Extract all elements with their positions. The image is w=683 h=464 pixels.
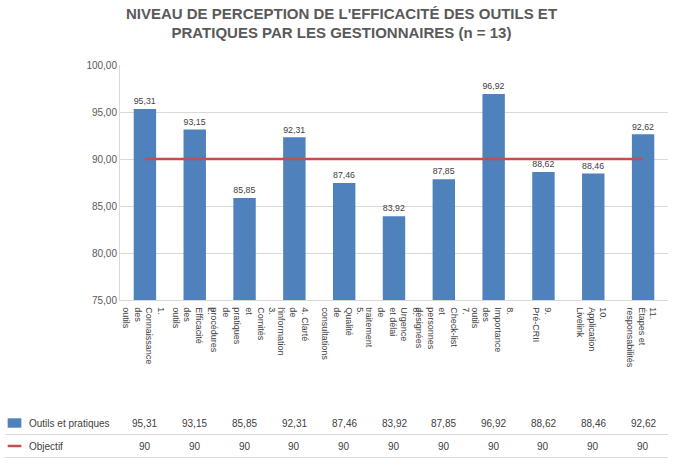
svg-text:5.Qualitédeconsultations: 5.Qualitédeconsultations — [320, 307, 365, 360]
svg-text:90: 90 — [438, 441, 450, 452]
svg-text:8.Importancedesoutils: 8.Importancedesoutils — [470, 307, 515, 352]
svg-text:Outils et pratiques: Outils et pratiques — [29, 418, 110, 429]
svg-text:87,46: 87,46 — [332, 418, 357, 429]
svg-text:7.Check-listetpersonnesdésigné: 7.Check-listetpersonnesdésignées — [414, 307, 471, 350]
svg-text:92,31: 92,31 — [283, 125, 305, 135]
svg-text:88,62: 88,62 — [532, 159, 554, 169]
svg-text:96,92: 96,92 — [482, 81, 504, 91]
svg-text:85,00: 85,00 — [92, 201, 117, 212]
svg-text:93,15: 93,15 — [182, 418, 207, 429]
svg-text:85,85: 85,85 — [232, 418, 257, 429]
svg-text:92,62: 92,62 — [631, 418, 656, 429]
svg-text:88,46: 88,46 — [582, 161, 604, 171]
svg-text:95,31: 95,31 — [132, 418, 157, 429]
svg-text:95,31: 95,31 — [134, 96, 156, 106]
svg-text:75,00: 75,00 — [92, 295, 117, 306]
svg-text:100,00: 100,00 — [86, 60, 117, 71]
svg-text:92,62: 92,62 — [632, 122, 654, 132]
svg-text:NIVEAU DE PERCEPTION DE L'EFFI: NIVEAU DE PERCEPTION DE L'EFFICACITÉ DES… — [126, 5, 557, 42]
svg-text:87,85: 87,85 — [433, 166, 455, 176]
svg-text:90: 90 — [587, 441, 599, 452]
svg-text:90: 90 — [288, 441, 300, 452]
svg-text:88,46: 88,46 — [581, 418, 606, 429]
svg-text:9.Pré-CRII: 9.Pré-CRII — [531, 307, 553, 342]
svg-text:90: 90 — [139, 441, 151, 452]
svg-text:95,00: 95,00 — [92, 107, 117, 118]
svg-text:87,46: 87,46 — [333, 170, 355, 180]
svg-text:80,00: 80,00 — [92, 248, 117, 259]
svg-text:90: 90 — [338, 441, 350, 452]
svg-text:83,92: 83,92 — [382, 418, 407, 429]
svg-text:1.Connaissancedesoutils: 1.Connaissancedesoutils — [121, 307, 166, 364]
svg-text:90: 90 — [189, 441, 201, 452]
svg-text:88,62: 88,62 — [531, 418, 556, 429]
svg-text:92,31: 92,31 — [282, 418, 307, 429]
svg-text:87,85: 87,85 — [431, 418, 456, 429]
svg-text:11.Étapes etresponsabilités: 11.Étapes etresponsabilités — [625, 307, 658, 368]
svg-text:90: 90 — [239, 441, 251, 452]
svg-text:Objectif: Objectif — [29, 441, 63, 452]
svg-text:90: 90 — [537, 441, 549, 452]
svg-text:4. Clartédel'information: 4. Clartédel'information — [276, 307, 309, 355]
svg-text:6.Urgenceet délaidetraitement: 6.Urgenceet délaidetraitement — [364, 307, 421, 348]
svg-text:93,15: 93,15 — [184, 117, 206, 127]
svg-text:83,92: 83,92 — [383, 203, 405, 213]
svg-text:90: 90 — [637, 441, 649, 452]
svg-text:90: 90 — [388, 441, 400, 452]
svg-text:90,00: 90,00 — [92, 154, 117, 165]
svg-text:2.Efficacitédesoutils: 2.Efficacitédesoutils — [171, 307, 216, 343]
svg-text:90: 90 — [488, 441, 500, 452]
svg-text:3.Comitésetpratiquesdeprocédur: 3.Comitésetpratiquesdeprocédures — [209, 307, 277, 353]
svg-text:10.ApplicationLivelink: 10.ApplicationLivelink — [575, 307, 608, 351]
svg-text:96,92: 96,92 — [481, 418, 506, 429]
svg-text:85,85: 85,85 — [233, 185, 255, 195]
